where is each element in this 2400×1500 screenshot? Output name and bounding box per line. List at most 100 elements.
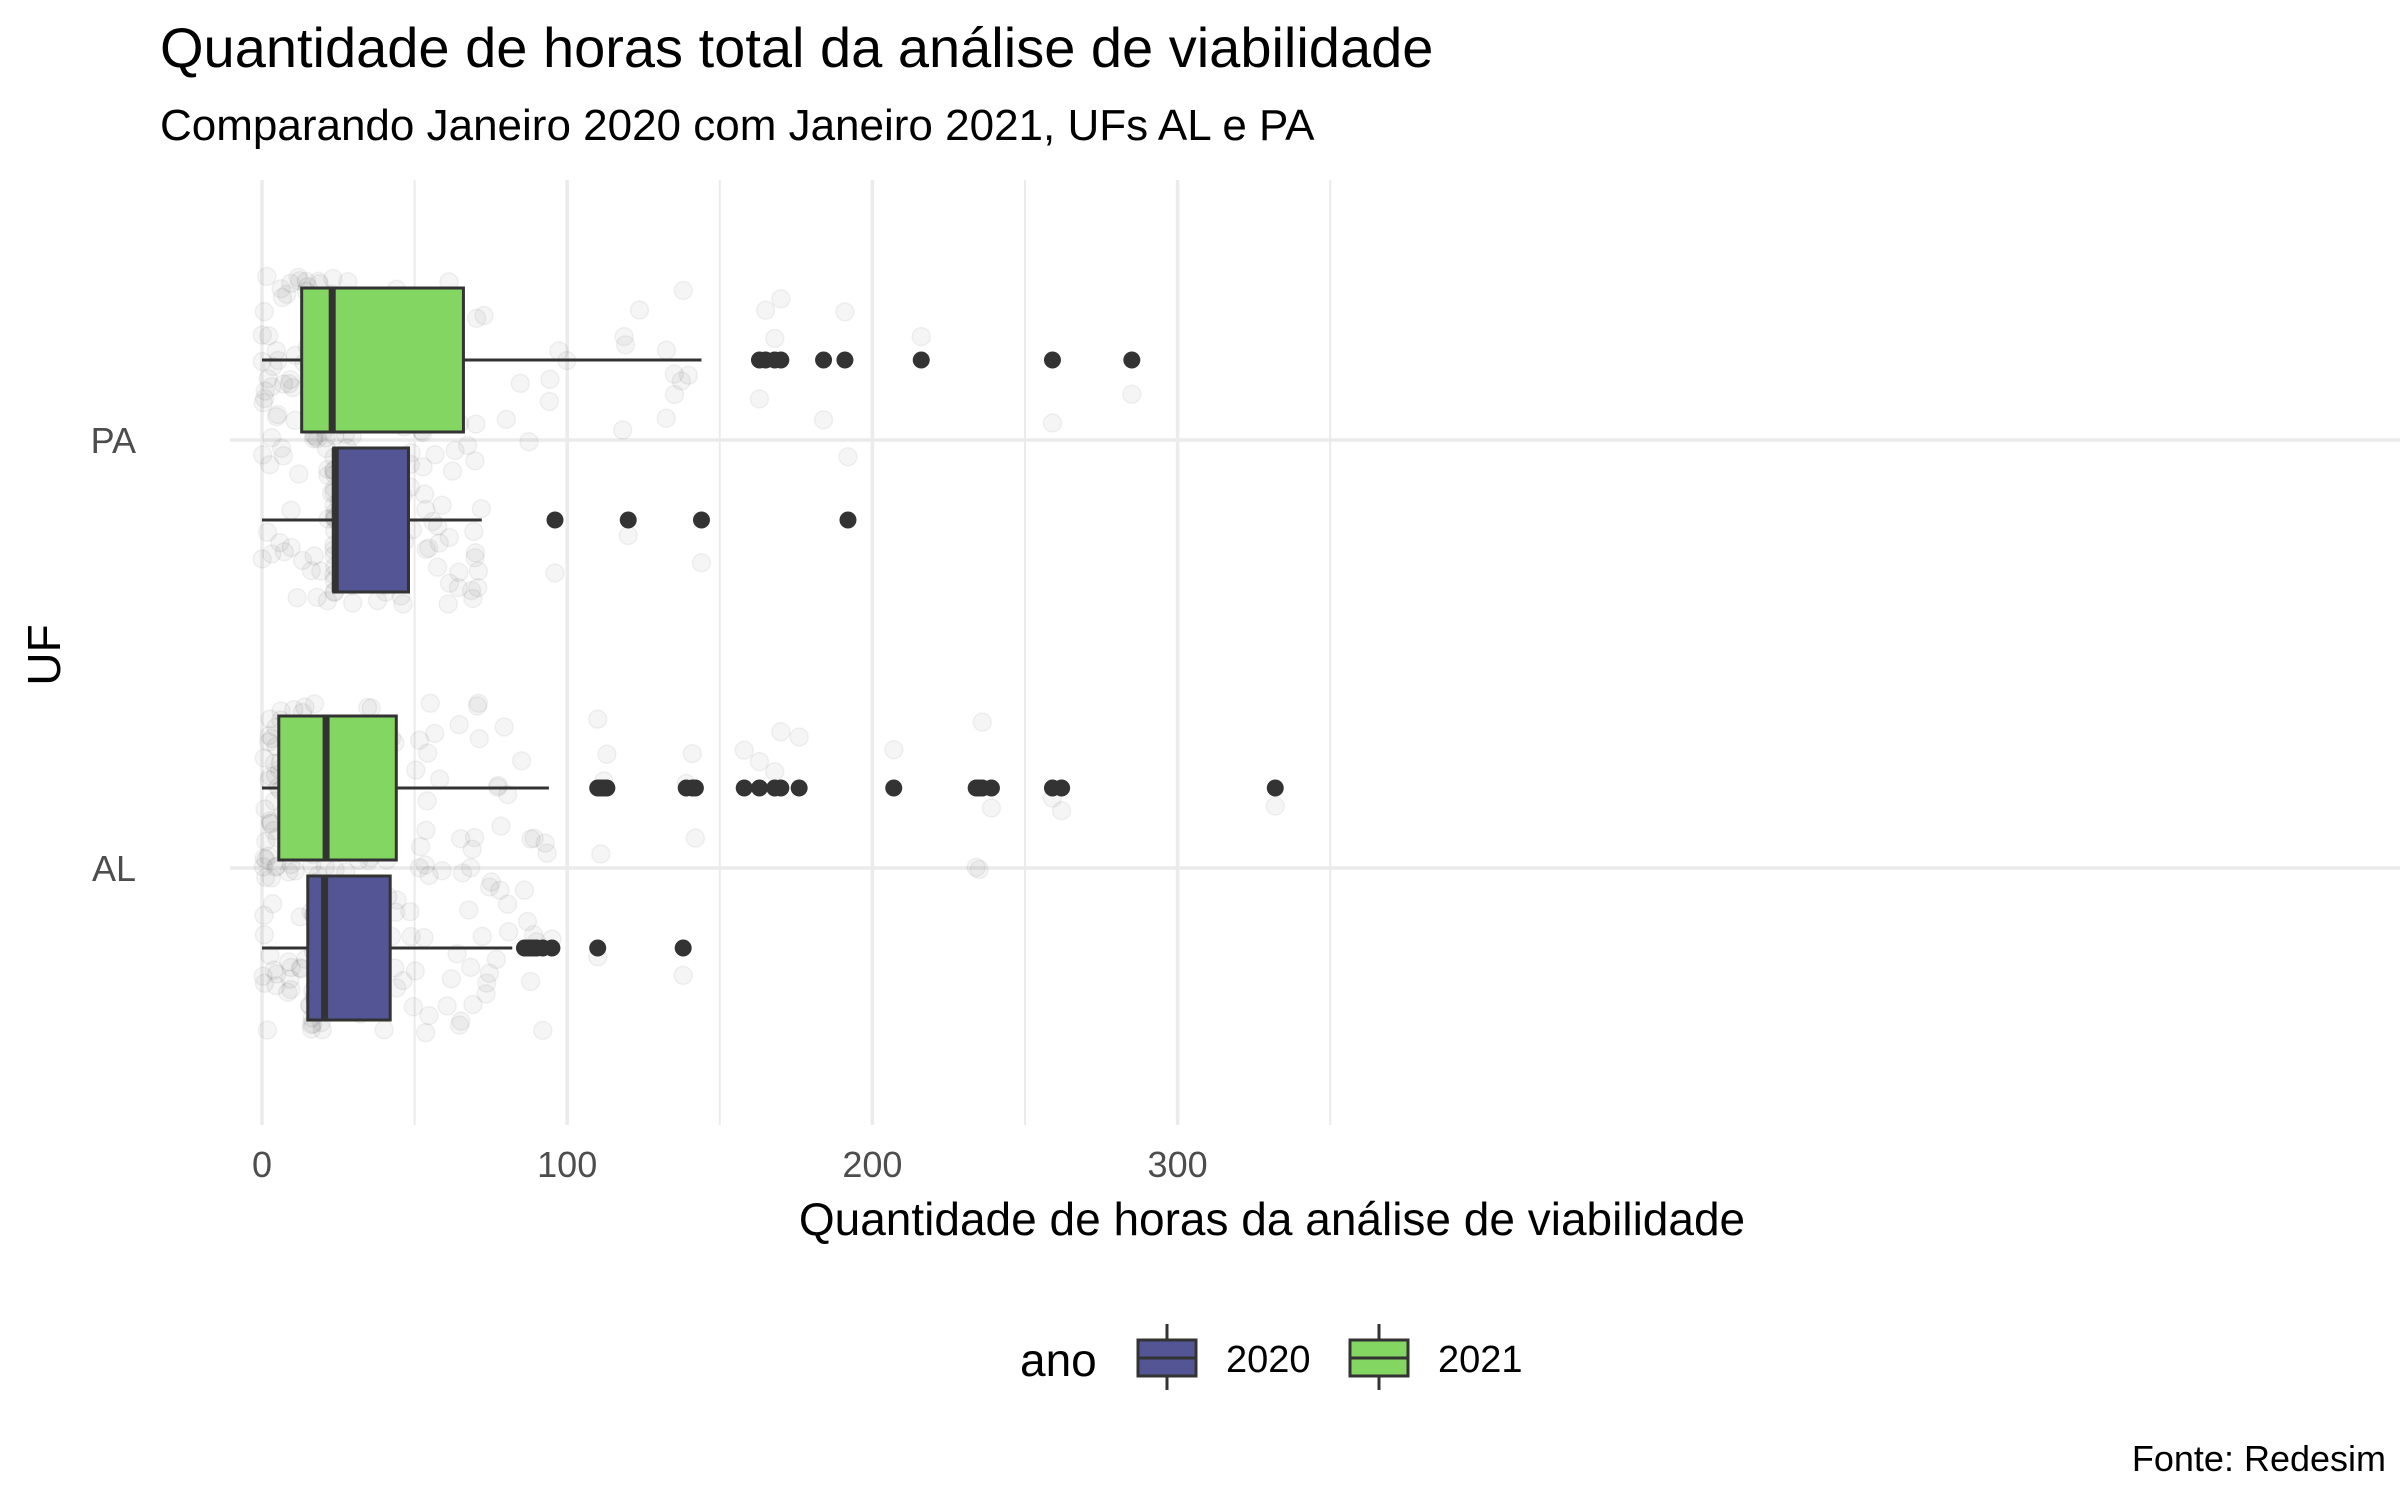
- jitter-point: [261, 376, 282, 397]
- outlier-point: [912, 351, 930, 369]
- jitter-point: [463, 521, 484, 542]
- jitter-point: [981, 798, 1002, 818]
- jitter-point: [479, 877, 500, 897]
- jitter-point: [449, 562, 469, 583]
- jitter-point: [734, 740, 754, 760]
- jitter-point: [789, 727, 809, 747]
- jitter-point: [464, 827, 485, 848]
- jitter-point: [449, 714, 469, 735]
- jitter-point: [415, 855, 435, 875]
- jitter-point: [656, 408, 677, 429]
- jitter-point: [911, 326, 931, 347]
- outlier-point: [686, 779, 704, 797]
- jitter-point: [257, 266, 277, 287]
- jitter-point: [254, 388, 275, 409]
- jitter-point: [533, 1020, 553, 1041]
- legend: ano 2020 2021: [1020, 1324, 1523, 1390]
- jitter-point: [261, 427, 282, 448]
- jitter-point: [545, 563, 565, 583]
- outlier-point: [1043, 351, 1061, 369]
- jitter-point: [253, 966, 273, 987]
- boxplots: [262, 286, 702, 1022]
- jitter-point: [273, 374, 294, 394]
- jitter-point: [466, 414, 486, 434]
- jitter-point: [270, 532, 290, 553]
- outlier-point: [839, 511, 857, 529]
- legend-label: 2020: [1226, 1339, 1311, 1381]
- jitter-point: [403, 997, 424, 1017]
- jitter-point: [252, 325, 273, 345]
- jitter-point: [1051, 801, 1072, 821]
- outlier-point: [815, 351, 833, 369]
- jitter-point: [285, 861, 306, 881]
- jitter-point: [479, 963, 500, 984]
- jitter-point: [749, 389, 770, 409]
- jitter-point: [682, 743, 703, 764]
- jitter-point: [452, 863, 473, 883]
- jitter-point: [267, 856, 287, 876]
- jitter-point: [268, 404, 288, 425]
- jitter-point: [259, 326, 279, 346]
- jitter-point: [441, 969, 462, 989]
- jitter-point: [511, 751, 532, 771]
- jitter-point: [254, 848, 274, 868]
- jitter-point: [429, 769, 450, 789]
- outlier-point: [885, 779, 903, 797]
- jitter-point: [255, 381, 275, 401]
- jitter-point: [521, 829, 541, 849]
- jitter-point: [271, 278, 291, 299]
- outlier-point: [674, 939, 692, 957]
- jitter-point: [519, 431, 539, 452]
- jitter-point: [612, 420, 633, 440]
- jitter-point: [615, 335, 636, 355]
- jitter-point: [673, 965, 693, 986]
- jitter-point: [450, 828, 471, 849]
- jitter-point: [459, 900, 479, 920]
- jitter-point: [414, 484, 435, 504]
- jitter-point: [264, 960, 284, 980]
- jitter-point: [287, 587, 307, 608]
- jitter-point: [463, 588, 483, 609]
- jitter-point: [280, 273, 301, 294]
- outlier-point: [790, 779, 808, 797]
- jitter-point: [618, 525, 638, 546]
- jitter-point: [267, 964, 287, 984]
- jitter-point: [966, 857, 986, 878]
- jitter-point: [591, 844, 611, 864]
- outlier-point: [982, 779, 1000, 797]
- jitter-point: [678, 365, 699, 386]
- x-tick-label: 0: [252, 1144, 272, 1185]
- jitter-point: [1265, 796, 1286, 816]
- jitter-point: [549, 341, 569, 361]
- jitter-point: [491, 816, 511, 836]
- jitter-point: [463, 994, 483, 1015]
- jitter-point: [471, 499, 492, 519]
- jitter-point: [490, 880, 510, 900]
- jitter-point: [671, 371, 692, 391]
- jitter-point: [813, 410, 834, 430]
- jitter-point: [261, 868, 282, 888]
- outlier-points: [515, 351, 1284, 957]
- jitter-point: [429, 533, 449, 553]
- jitter-point: [253, 393, 273, 413]
- jitter-point: [252, 351, 273, 372]
- jitter-point: [416, 820, 436, 841]
- jitter-point: [465, 543, 486, 563]
- jitter-point: [272, 287, 293, 308]
- jitter-point: [476, 973, 497, 993]
- jitter-point: [488, 775, 508, 796]
- jitter-point: [406, 760, 426, 780]
- jitter-point: [410, 836, 431, 857]
- jitter-point: [540, 369, 560, 390]
- jitter-point: [764, 762, 785, 782]
- jitter-point: [274, 541, 295, 562]
- jitter-point: [304, 546, 324, 566]
- jitter-point: [597, 744, 617, 765]
- jitter-point: [292, 550, 313, 571]
- jitter-point: [664, 384, 685, 405]
- jitter-point: [401, 926, 421, 947]
- jitter-point: [481, 872, 502, 892]
- outlier-point: [546, 511, 564, 529]
- jitter-point: [460, 957, 481, 978]
- jitter-point: [476, 984, 496, 1004]
